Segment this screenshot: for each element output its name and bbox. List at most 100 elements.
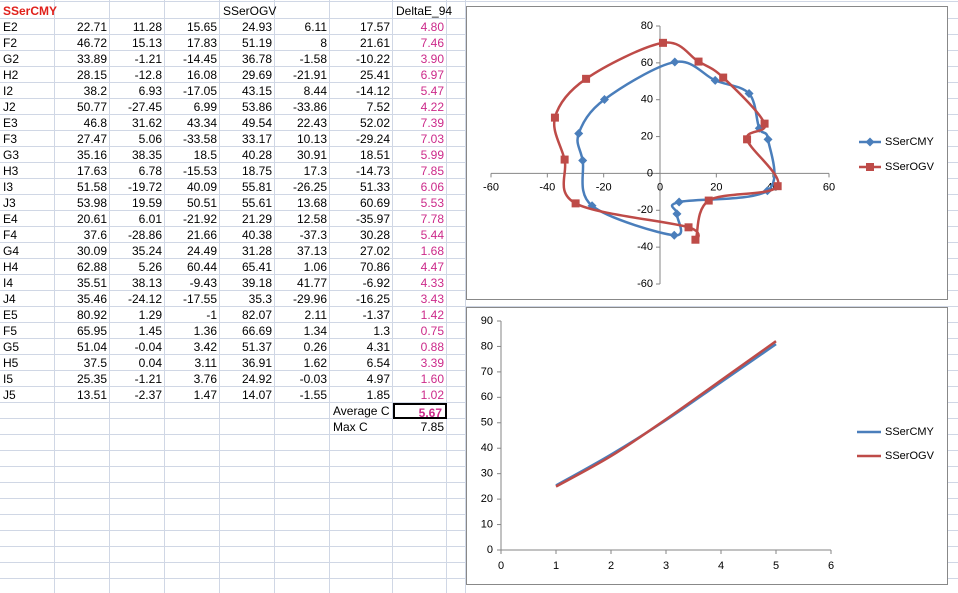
value-cell: 17.83 — [186, 36, 217, 50]
value-cell: 38.35 — [131, 148, 162, 162]
value-cell: 6.01 — [138, 212, 162, 226]
value-cell: 60.44 — [186, 260, 217, 274]
x-tick-label: 60 — [823, 181, 835, 193]
marker — [582, 74, 591, 83]
legend-label: SSerOGV — [885, 161, 935, 173]
grid-column — [219, 0, 220, 593]
y-tick-label: 80 — [641, 20, 653, 32]
value-cell: 25.35 — [76, 372, 107, 386]
row-label: G2 — [3, 52, 20, 66]
value-cell: 65.95 — [76, 324, 107, 338]
row-label: F5 — [3, 324, 18, 338]
scatter-chart: -60 -40 -20 0 20 40 60-60-40-20020406080SSerCM… — [466, 6, 948, 300]
delta-e: 7.85 — [420, 164, 444, 178]
value-cell: 33.17 — [241, 132, 272, 146]
value-cell: -1.55 — [299, 388, 327, 402]
group-title: SSerCMY — [3, 4, 58, 18]
y-tick-label: 60 — [481, 391, 493, 403]
row-label: J5 — [3, 388, 16, 402]
marker — [719, 73, 728, 82]
value-cell: -9.43 — [189, 276, 217, 290]
delta-e: 1.60 — [420, 372, 444, 386]
value-cell: 70.86 — [359, 260, 390, 274]
legend-label: SSerCMY — [885, 136, 935, 148]
row-label: E2 — [3, 20, 18, 34]
value-cell: 36.91 — [241, 356, 272, 370]
marker — [865, 137, 875, 147]
value-cell: -1.58 — [299, 52, 327, 66]
value-cell: -28.86 — [127, 228, 162, 242]
value-cell: 5.26 — [138, 260, 162, 274]
value-cell: -21.92 — [182, 212, 217, 226]
summary-label: Max C — [333, 420, 368, 434]
row-label: H2 — [3, 68, 19, 82]
marker — [560, 155, 569, 164]
row-label: G5 — [3, 340, 20, 354]
value-cell: 46.72 — [76, 36, 107, 50]
value-cell: 21.61 — [359, 36, 390, 50]
value-cell: 55.61 — [241, 196, 272, 210]
value-cell: 82.07 — [241, 308, 272, 322]
value-cell: 53.98 — [76, 196, 107, 210]
delta-e: 6.97 — [420, 68, 444, 82]
x-tick-label: -60 — [483, 181, 499, 193]
value-cell: 1.45 — [138, 324, 162, 338]
value-cell: 62.88 — [76, 260, 107, 274]
row-label: J3 — [3, 196, 16, 210]
value-cell: 36.78 — [241, 52, 272, 66]
value-cell: 31.28 — [241, 244, 272, 258]
value-cell: 5.06 — [138, 132, 162, 146]
delta-e: 6.06 — [420, 180, 444, 194]
value-cell: -37.3 — [299, 228, 327, 242]
value-cell: -15.53 — [182, 164, 217, 178]
value-cell: -27.45 — [127, 100, 162, 114]
value-cell: -26.25 — [292, 180, 327, 194]
x-tick-label: 20 — [710, 181, 722, 193]
grid-column — [274, 0, 275, 593]
value-cell: 17.57 — [359, 20, 390, 34]
value-cell: 3.76 — [193, 372, 217, 386]
value-cell: 3.42 — [193, 340, 217, 354]
value-cell: 2.11 — [304, 308, 327, 322]
marker — [578, 156, 588, 166]
value-cell: 7.52 — [366, 100, 390, 114]
grid-column — [329, 0, 330, 593]
row-label: H3 — [3, 164, 19, 178]
marker — [691, 235, 700, 244]
value-cell: -33.86 — [292, 100, 327, 114]
value-cell: -14.73 — [355, 164, 390, 178]
summary-label: Average C — [333, 404, 390, 418]
group-title: DeltaE_94 — [396, 4, 453, 18]
row-label: I3 — [3, 180, 14, 194]
value-cell: 51.58 — [76, 180, 107, 194]
value-cell: 55.81 — [241, 180, 272, 194]
delta-e: 4.33 — [420, 276, 444, 290]
grid-column — [465, 0, 466, 593]
value-cell: 1.85 — [366, 388, 390, 402]
value-cell: 35.24 — [131, 244, 162, 258]
delta-e: 5.47 — [420, 84, 444, 98]
value-cell: 33.89 — [76, 52, 107, 66]
value-cell: 6.54 — [366, 356, 390, 370]
row-label: E3 — [3, 116, 18, 130]
value-cell: 52.02 — [359, 116, 390, 130]
series-line — [555, 340, 777, 488]
delta-e: 0.88 — [420, 340, 444, 354]
value-cell: 15.13 — [131, 36, 162, 50]
value-cell: 53.86 — [241, 100, 272, 114]
value-cell: 24.92 — [241, 372, 272, 386]
delta-e: 1.02 — [420, 388, 444, 402]
x-tick-label: -40 — [539, 181, 555, 193]
x-tick-label: 6 — [828, 560, 834, 572]
y-tick-label: 50 — [481, 417, 493, 429]
marker — [669, 230, 679, 240]
grid-column — [109, 0, 110, 593]
value-cell: 4.31 — [366, 340, 390, 354]
value-cell: 1.36 — [193, 324, 217, 338]
value-cell: 66.69 — [241, 324, 272, 338]
value-cell: 6.78 — [138, 164, 162, 178]
row-label: E4 — [3, 212, 18, 226]
value-cell: 16.08 — [186, 68, 217, 82]
y-tick-label: 10 — [481, 518, 493, 530]
delta-e: 7.39 — [420, 116, 444, 130]
